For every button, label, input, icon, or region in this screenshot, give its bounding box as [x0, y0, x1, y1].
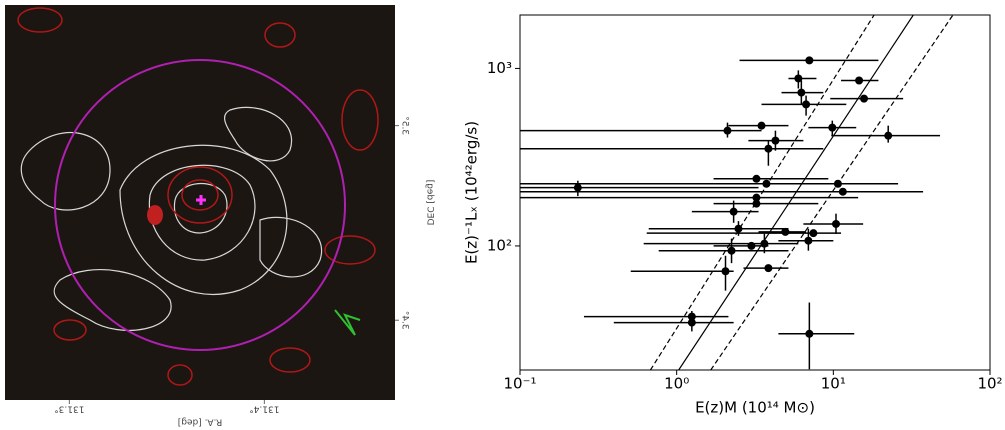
data-point	[764, 264, 773, 273]
x-tick-label: 10¹	[821, 375, 846, 393]
green-feature	[334, 309, 361, 336]
data-point	[762, 179, 771, 188]
data-point	[752, 199, 761, 208]
y-axis-label: E(z)⁻¹Lₓ (10⁴²erg/s)	[463, 121, 481, 264]
data-point	[802, 100, 811, 109]
data-point	[804, 236, 813, 245]
data-point	[727, 246, 736, 255]
data-point	[884, 131, 893, 140]
x-tick-label: 131.3°	[54, 404, 84, 414]
center-marker	[196, 195, 206, 205]
data-point	[752, 193, 761, 202]
data-point	[860, 94, 869, 103]
scaling-relation	[710, 15, 954, 370]
x-axis-label: E(z)M (10¹⁴ M⊙)	[695, 399, 815, 417]
data-point	[747, 241, 756, 250]
y-tick-label: 3.5°	[400, 116, 410, 135]
data-point	[721, 267, 730, 276]
x-tick-label: 10²	[977, 375, 1002, 393]
data-point	[764, 144, 773, 153]
y-tick-label: 3.4°	[400, 311, 410, 330]
data-point	[828, 123, 837, 132]
r500-circle	[54, 59, 346, 351]
plot-area	[520, 15, 954, 370]
y-tick-label: 10³	[487, 59, 512, 77]
plot-frame	[519, 14, 991, 371]
data-point	[687, 318, 696, 327]
scaling-relation	[678, 15, 914, 370]
sky-image	[5, 5, 395, 400]
data-point	[794, 74, 803, 83]
x-axis-label: R.A. [deg]	[178, 417, 223, 427]
scatter-axes: 10⁻¹ 10⁰ 10¹ 10² 10² 10³ E(z)M (10¹⁴ M⊙) E(z)⁻¹…	[463, 15, 1003, 417]
bright-galaxy	[147, 205, 163, 225]
data-point	[805, 329, 814, 338]
x-tick-label: 131.4°	[249, 404, 279, 414]
data-point	[832, 219, 841, 228]
data-point	[805, 56, 814, 65]
data-point	[729, 207, 738, 216]
data-point	[771, 136, 780, 145]
data-point	[809, 229, 818, 238]
data-point	[752, 174, 761, 183]
data-point	[797, 88, 806, 97]
data-point	[723, 126, 732, 135]
data-point	[838, 187, 847, 196]
x-tick-label: 10⁻¹	[503, 375, 536, 393]
scaling-relation	[649, 15, 875, 370]
data-point	[781, 227, 790, 236]
y-tick-label: 10²	[487, 236, 512, 254]
x-tick-label: 10⁰	[664, 375, 689, 393]
y-axis-label: DEC [deg]	[425, 180, 435, 226]
data-point	[734, 224, 743, 233]
data-point	[573, 183, 582, 192]
xray-contours	[20, 106, 323, 331]
data-point	[757, 121, 766, 130]
image-axes: 131.3° 131.4° 3.5° 3.4° R.A. [deg] DEC [deg]	[54, 116, 434, 426]
data-point	[855, 76, 864, 85]
data-point	[833, 179, 842, 188]
radio-contours	[17, 7, 379, 386]
